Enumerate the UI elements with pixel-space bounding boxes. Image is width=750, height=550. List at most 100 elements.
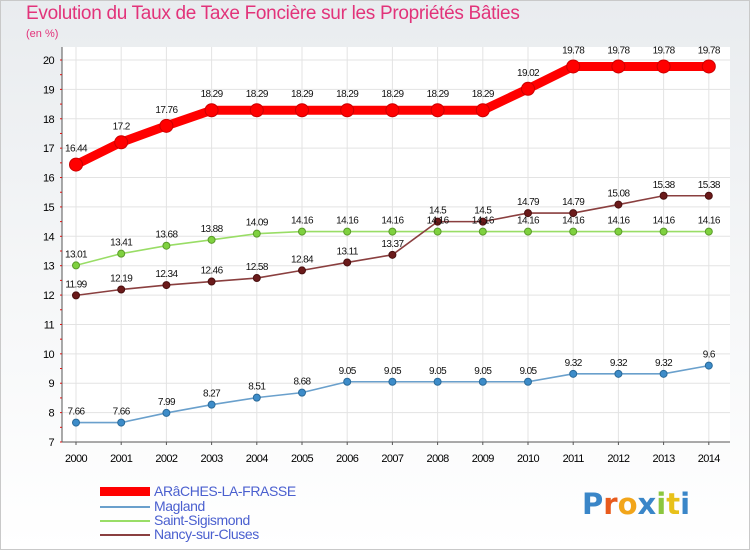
y-tick-label: 14 xyxy=(43,231,55,243)
logo-letter: r xyxy=(603,487,618,521)
data-label: 9.32 xyxy=(565,358,583,369)
data-label: 7.66 xyxy=(67,407,85,418)
data-point xyxy=(114,135,129,150)
data-point xyxy=(388,377,397,386)
data-point xyxy=(656,59,671,74)
data-label: 7.66 xyxy=(113,407,131,418)
data-point xyxy=(204,103,219,118)
x-tick-label: 2012 xyxy=(607,453,630,465)
y-tick-label: 16 xyxy=(43,173,55,185)
data-point xyxy=(611,59,626,74)
x-tick-label: 2010 xyxy=(517,453,540,465)
data-point xyxy=(614,227,623,236)
data-point xyxy=(207,235,216,244)
y-tick-label: 9 xyxy=(48,378,54,390)
data-point xyxy=(298,266,306,275)
data-label: 12.19 xyxy=(110,273,133,284)
data-point xyxy=(69,157,83,172)
data-point xyxy=(72,261,80,270)
data-label: 14.16 xyxy=(517,216,540,227)
data-label: 14.16 xyxy=(653,216,676,227)
data-point xyxy=(475,103,490,118)
data-label: 14.79 xyxy=(517,197,540,208)
data-label: 19.78 xyxy=(698,45,721,56)
legend-swatch-araches xyxy=(100,487,150,496)
chart-title: Evolution du Taux de Taxe Foncière sur l… xyxy=(26,3,520,24)
data-label: 9.32 xyxy=(610,358,628,369)
data-point xyxy=(566,59,581,74)
data-point xyxy=(249,103,264,118)
data-point xyxy=(433,227,442,236)
data-point xyxy=(162,281,171,290)
y-tick-label: 15 xyxy=(43,202,55,214)
data-label: 9.05 xyxy=(429,366,447,377)
data-point xyxy=(162,241,171,250)
y-tick-label: 20 xyxy=(43,55,55,67)
data-label: 16.44 xyxy=(65,144,88,155)
legend-swatch-magland xyxy=(100,506,150,508)
data-label: 8.27 xyxy=(203,389,221,400)
legend-item-saint-sigismond: Saint-Sigismond xyxy=(100,512,400,530)
data-label: 12.84 xyxy=(291,254,314,265)
legend-label-araches: ARâCHES-LA-FRASSE xyxy=(154,483,296,499)
x-tick-label: 2009 xyxy=(472,453,495,465)
data-point xyxy=(430,103,445,118)
x-tick-label: 2011 xyxy=(563,453,585,465)
data-label: 15.08 xyxy=(607,189,630,200)
data-point xyxy=(659,369,668,378)
data-label: 14.16 xyxy=(607,216,630,227)
data-label: 14.16 xyxy=(427,216,450,227)
x-tick-label: 2000 xyxy=(65,453,88,465)
x-tick-label: 2013 xyxy=(653,453,676,465)
logo-letter: i xyxy=(680,487,691,521)
y-tick-label: 7 xyxy=(48,437,54,449)
data-point xyxy=(704,227,713,236)
data-label: 9.32 xyxy=(655,358,673,369)
data-label: 15.38 xyxy=(653,180,676,191)
data-point xyxy=(659,227,668,236)
y-tick-label: 17 xyxy=(43,143,55,155)
data-label: 18.29 xyxy=(472,89,495,100)
data-point xyxy=(704,361,713,370)
data-point xyxy=(388,227,397,236)
data-label: 14.5 xyxy=(429,206,447,217)
data-label: 14.16 xyxy=(698,216,721,227)
data-label: 13.68 xyxy=(155,230,178,241)
data-label: 19.02 xyxy=(517,68,540,79)
data-label: 18.29 xyxy=(427,89,450,100)
data-point xyxy=(569,369,578,378)
x-tick-label: 2003 xyxy=(201,453,224,465)
data-label: 14.09 xyxy=(246,218,269,229)
data-label: 9.05 xyxy=(474,366,492,377)
data-label: 9.6 xyxy=(703,350,716,361)
data-label: 14.79 xyxy=(562,197,585,208)
data-point xyxy=(252,393,261,402)
data-point xyxy=(298,388,306,397)
data-label: 19.78 xyxy=(607,45,630,56)
data-label: 12.34 xyxy=(155,269,178,280)
data-label: 17.76 xyxy=(155,105,178,116)
x-tick-label: 2014 xyxy=(698,453,721,465)
data-label: 13.37 xyxy=(381,239,404,250)
data-label: 8.68 xyxy=(293,377,311,388)
data-label: 18.29 xyxy=(381,89,404,100)
data-point xyxy=(701,59,716,74)
data-point xyxy=(524,377,532,386)
data-label: 14.16 xyxy=(381,216,404,227)
data-label: 9.05 xyxy=(384,366,402,377)
data-point xyxy=(478,227,487,236)
data-point xyxy=(524,209,532,218)
data-point xyxy=(478,377,487,386)
data-label: 14.16 xyxy=(291,216,314,227)
data-point xyxy=(117,285,126,294)
data-label: 18.29 xyxy=(336,89,359,100)
logo-letter: i xyxy=(656,487,667,521)
data-point xyxy=(343,258,352,267)
data-point xyxy=(340,103,355,118)
data-label: 12.46 xyxy=(201,266,224,277)
x-tick-label: 2006 xyxy=(336,453,359,465)
data-point xyxy=(252,274,261,283)
legend-label-nancy-sur-cluses: Nancy-sur-Cluses xyxy=(154,526,259,542)
data-label: 19.78 xyxy=(562,45,585,56)
y-tick-label: 10 xyxy=(43,349,55,361)
